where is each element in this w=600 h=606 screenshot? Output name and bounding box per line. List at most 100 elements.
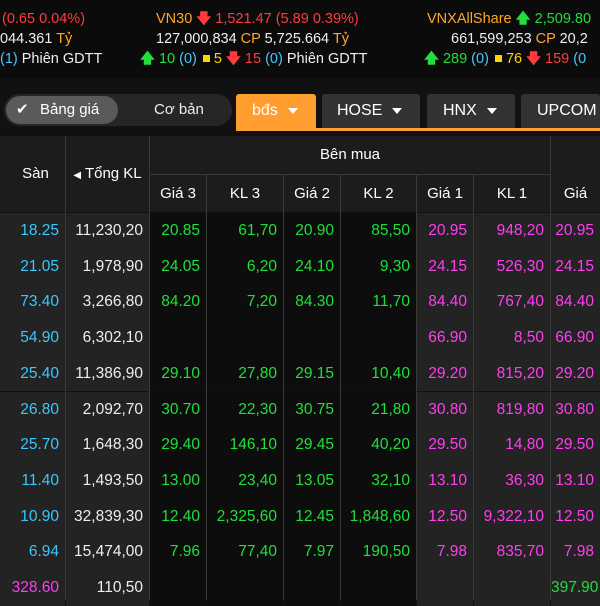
cell-g1[interactable]: 30.80 <box>417 391 473 428</box>
header-kl3[interactable]: KL 3 <box>207 175 283 212</box>
caret-down-icon <box>392 107 403 114</box>
cell-g1[interactable] <box>417 570 473 606</box>
vnx-name[interactable]: VNXAllShare <box>427 11 512 27</box>
header-tong-kl[interactable]: ◀ Tổng KL <box>66 136 149 212</box>
cell-g1[interactable]: 13.10 <box>417 462 473 499</box>
cell-gia[interactable]: 29.20 <box>551 355 600 392</box>
cell-g2[interactable]: 29.45 <box>284 427 340 463</box>
cell-g3[interactable]: 29.40 <box>150 427 206 463</box>
table-row[interactable]: 328.60 110,50 397.90 <box>0 570 600 606</box>
cell-g2[interactable]: 13.05 <box>284 462 340 499</box>
table-row[interactable]: 26.80 2,092,70 30.70 22,30 30.75 21,80 30.80 81… <box>0 391 600 428</box>
arrow-up-icon: 🡅 <box>515 11 531 27</box>
header-kl2[interactable]: KL 2 <box>341 175 416 212</box>
table-row[interactable]: 54.90 6,302,10 66.90 8,50 66.90 <box>0 320 600 356</box>
table-row[interactable]: 6.94 15,474,00 7.96 77,40 7.97 190,50 7.98 835,… <box>0 534 600 570</box>
ref-square-icon <box>494 54 502 62</box>
cell-g1[interactable]: 12.50 <box>417 498 473 535</box>
header-kl1-label: KL 1 <box>496 185 528 202</box>
table-row[interactable]: 18.25 11,230,20 20.85 61,70 20.90 85,50 20.95 9… <box>0 213 600 249</box>
vn30-down-sub: (0) <box>265 51 283 67</box>
cell-tong: 3,266,80 <box>66 284 149 321</box>
cell-g1[interactable]: 24.15 <box>417 248 473 285</box>
cell-g1[interactable]: 84.40 <box>417 284 473 321</box>
vnx-up-sub: (0) <box>471 51 489 67</box>
cell-g2[interactable]: 20.90 <box>284 213 340 249</box>
table-row[interactable]: 25.40 11,386,90 29.10 27,80 29.15 10,40 29.20 8… <box>0 355 600 392</box>
vn30-up-count: 10 <box>158 51 176 67</box>
table-row[interactable]: 21.05 1,978,90 24.05 6,20 24.10 9,30 24.15 526,… <box>0 248 600 285</box>
cell-g2[interactable]: 7.97 <box>284 534 340 570</box>
cell-gia[interactable]: 13.10 <box>551 462 600 499</box>
cell-g3[interactable]: 84.20 <box>150 284 206 321</box>
header-gia1[interactable]: Giá 1 <box>417 175 473 212</box>
tab-bds[interactable]: bđs <box>236 94 316 128</box>
cell-g3[interactable]: 30.70 <box>150 391 206 428</box>
cell-g1[interactable]: 29.20 <box>417 355 473 392</box>
cell-g2[interactable]: 30.75 <box>284 391 340 428</box>
cell-g1[interactable]: 7.98 <box>417 534 473 570</box>
cell-gia[interactable]: 29.50 <box>551 427 600 463</box>
header-kl1[interactable]: KL 1 <box>474 175 550 212</box>
cell-g1[interactable]: 29.50 <box>417 427 473 463</box>
vn30-up-sub: (0) <box>179 51 197 67</box>
cell-g3[interactable] <box>150 570 206 606</box>
cell-g2[interactable]: 29.15 <box>284 355 340 392</box>
table-row[interactable]: 10.90 32,839,30 12.40 2,325,60 12.45 1,848,60… <box>0 498 600 535</box>
col-divider <box>473 174 474 600</box>
cell-gia[interactable]: 12.50 <box>551 498 600 535</box>
caret-down-icon <box>287 107 298 114</box>
table-row[interactable]: 25.70 1,648,30 29.40 146,10 29.45 40,20 29.50 1… <box>0 427 600 463</box>
tab-hnx[interactable]: HNX <box>427 94 515 128</box>
cell-gia[interactable]: 84.40 <box>551 284 600 321</box>
cell-g2[interactable]: 84.30 <box>284 284 340 321</box>
header-gia2[interactable]: Giá 2 <box>284 175 340 212</box>
tab-hose[interactable]: HOSE <box>322 94 420 128</box>
vnx-line2: 661,599,253 CP 20,2 <box>451 29 588 49</box>
header-san[interactable]: Sàn <box>0 136 65 212</box>
cell-g2[interactable] <box>284 570 340 606</box>
cell-k2: 21,80 <box>341 391 416 428</box>
tab-upcom[interactable]: UPCOM <box>521 94 600 128</box>
arrow-down-icon: 🡇 <box>526 51 542 67</box>
toggle-bang-gia[interactable]: ✔ Bảng giá <box>6 96 118 124</box>
cell-tong: 11,230,20 <box>66 213 149 249</box>
cell-g2[interactable] <box>284 320 340 356</box>
cell-k1: 835,70 <box>474 534 550 570</box>
cell-g2[interactable]: 12.45 <box>284 498 340 535</box>
cell-g2[interactable]: 24.10 <box>284 248 340 285</box>
toggle-co-ban[interactable]: Cơ bản <box>154 101 204 118</box>
cell-k1: 815,20 <box>474 355 550 392</box>
caret-down-icon <box>486 107 497 114</box>
vnx-volume: 661,599,253 <box>451 31 532 47</box>
cell-g3[interactable] <box>150 320 206 356</box>
cell-g3[interactable]: 7.96 <box>150 534 206 570</box>
view-toggle[interactable]: ✔ Bảng giá Cơ bản <box>4 94 232 126</box>
table-row[interactable]: 73.40 3,266,80 84.20 7,20 84.30 11,70 84.40 767… <box>0 284 600 321</box>
header-divider <box>150 174 550 175</box>
header-gia-ban[interactable]: Giá <box>551 175 600 212</box>
cell-g3[interactable]: 20.85 <box>150 213 206 249</box>
price-board-table: Sàn ◀ Tổng KL Bên mua Giá 3 KL 3 Giá 2 K… <box>0 136 600 606</box>
cell-g1[interactable]: 66.90 <box>417 320 473 356</box>
cell-k3 <box>207 570 283 606</box>
cell-tong: 1,648,30 <box>66 427 149 463</box>
cell-g3[interactable]: 29.10 <box>150 355 206 392</box>
cell-k3: 61,70 <box>207 213 283 249</box>
cell-tong: 11,386,90 <box>66 355 149 392</box>
cell-gia[interactable]: 30.80 <box>551 391 600 428</box>
table-row[interactable]: 11.40 1,493,50 13.00 23,40 13.05 32,10 13.10 36… <box>0 462 600 499</box>
cell-g3[interactable]: 24.05 <box>150 248 206 285</box>
cell-gia[interactable]: 7.98 <box>551 534 600 570</box>
cell-g3[interactable]: 12.40 <box>150 498 206 535</box>
header-gia3[interactable]: Giá 3 <box>150 175 206 212</box>
cell-gia[interactable]: 24.15 <box>551 248 600 285</box>
cell-g3[interactable]: 13.00 <box>150 462 206 499</box>
cell-gia[interactable]: 20.95 <box>551 213 600 249</box>
vn30-name[interactable]: VN30 <box>156 11 193 27</box>
cell-k3: 77,40 <box>207 534 283 570</box>
cell-gia[interactable]: 397.90 <box>551 570 600 606</box>
header-kl3-label: KL 3 <box>229 185 261 202</box>
cell-gia[interactable]: 66.90 <box>551 320 600 356</box>
cell-g1[interactable]: 20.95 <box>417 213 473 249</box>
